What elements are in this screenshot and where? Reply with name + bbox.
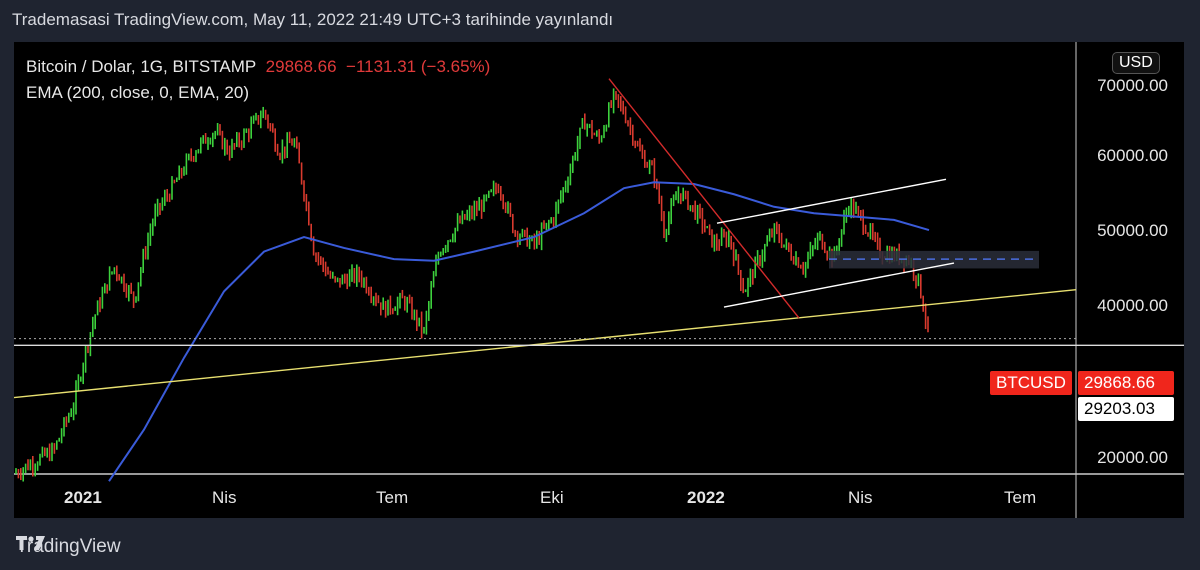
ema-line — [108, 181, 930, 482]
symbol-tag: BTCUSD — [990, 371, 1072, 395]
channel-lower-line — [723, 262, 955, 308]
y-tick-50000: 50000.00 — [1097, 221, 1168, 240]
y-tick-70000: 70000.00 — [1097, 76, 1168, 95]
x-tick-nis-1: Nis — [212, 488, 237, 507]
yellow-support-line — [14, 288, 1077, 399]
x-tick-eki-3: Eki — [540, 488, 564, 507]
published-caption: Trademasasi TradingView.com, May 11, 202… — [12, 10, 614, 29]
tradingview-logo-icon — [16, 536, 45, 550]
x-tick-2021-0: 2021 — [64, 488, 102, 507]
x-tick-tem-6: Tem — [1004, 488, 1037, 507]
price-change: −1131.31 (−3.65%) — [346, 57, 491, 76]
chart-area[interactable]: Bitcoin / Dolar, 1G, BITSTAMP 29868.66 −… — [14, 42, 1184, 518]
currency-button[interactable]: USD — [1112, 52, 1160, 74]
x-tick-2022-4: 2022 — [687, 488, 725, 507]
ema-indicator-label[interactable]: EMA (200, close, 0, EMA, 20) — [26, 83, 249, 102]
price-plot[interactable] — [14, 42, 1184, 518]
tradingview-logo[interactable]: TradingView — [16, 536, 121, 558]
last-price: 29868.66 — [265, 57, 337, 76]
line-price-tag: 29203.03 — [1078, 397, 1174, 421]
x-tick-nis-5: Nis — [848, 488, 873, 507]
y-tick-60000: 60000.00 — [1097, 146, 1168, 165]
y-tick-20000: 20000.00 — [1097, 448, 1168, 467]
last-price-tag: 29868.66 — [1078, 371, 1174, 395]
chart-legend: Bitcoin / Dolar, 1G, BITSTAMP 29868.66 −… — [26, 54, 490, 106]
red-trendline — [608, 78, 800, 319]
channel-upper-line — [716, 178, 947, 224]
y-tick-40000: 40000.00 — [1097, 296, 1168, 315]
x-tick-tem-2: Tem — [376, 488, 409, 507]
symbol-label[interactable]: Bitcoin / Dolar, 1G, BITSTAMP — [26, 57, 257, 76]
